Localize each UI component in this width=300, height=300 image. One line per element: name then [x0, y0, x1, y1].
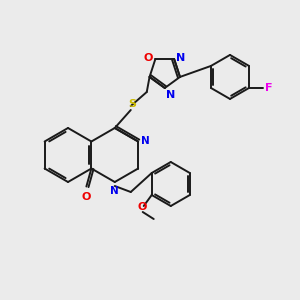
- Text: O: O: [144, 53, 153, 63]
- Text: N: N: [141, 136, 150, 146]
- Text: F: F: [265, 83, 272, 93]
- Text: S: S: [128, 99, 136, 109]
- Text: N: N: [110, 186, 119, 196]
- Text: N: N: [176, 53, 185, 63]
- Text: O: O: [82, 191, 91, 202]
- Text: N: N: [166, 90, 175, 100]
- Text: O: O: [137, 202, 146, 212]
